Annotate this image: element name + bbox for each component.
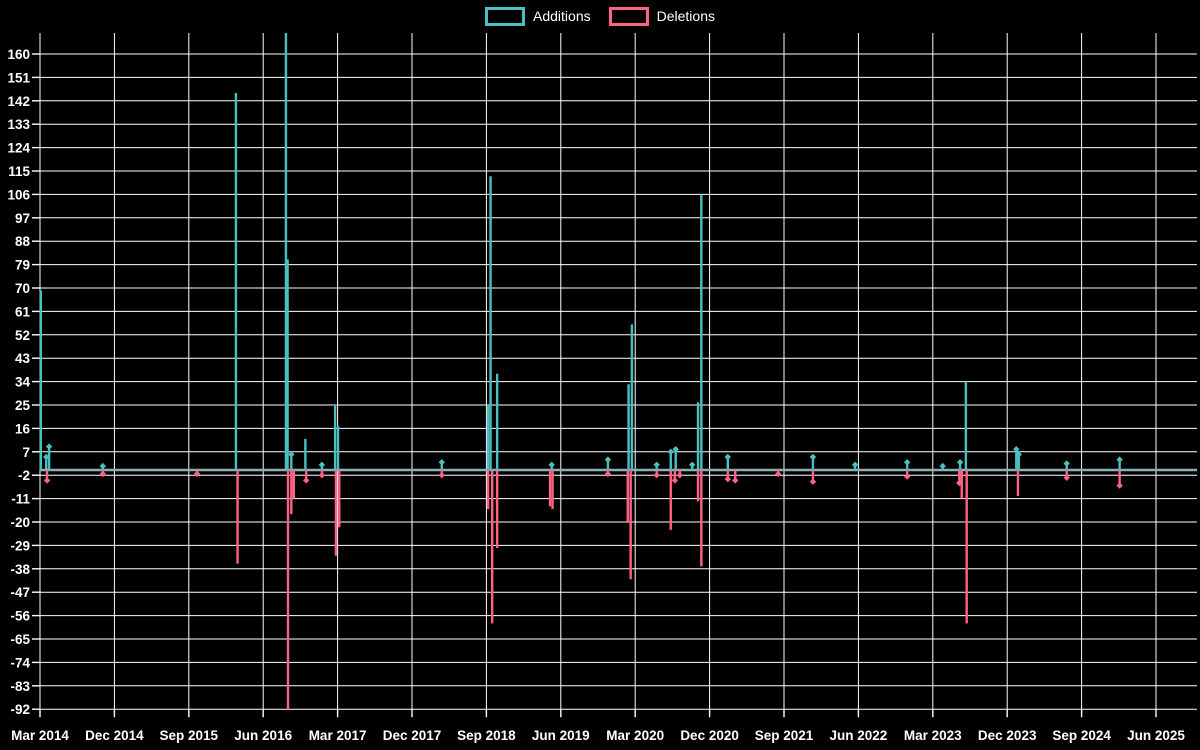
svg-text:Sep 2021: Sep 2021 <box>755 728 814 743</box>
svg-text:Sep 2015: Sep 2015 <box>160 728 219 743</box>
svg-text:Sep 2024: Sep 2024 <box>1052 728 1111 743</box>
deletions-series <box>43 470 1123 710</box>
svg-text:Jun 2019: Jun 2019 <box>532 728 590 743</box>
svg-text:79: 79 <box>15 258 30 273</box>
svg-text:Dec 2020: Dec 2020 <box>680 728 739 743</box>
svg-text:25: 25 <box>15 398 31 413</box>
svg-text:-56: -56 <box>10 609 30 624</box>
svg-text:Mar 2017: Mar 2017 <box>309 728 367 743</box>
legend-item-additions[interactable]: Additions <box>485 7 591 26</box>
svg-text:115: 115 <box>8 164 30 179</box>
legend-item-deletions[interactable]: Deletions <box>608 7 715 26</box>
svg-text:Mar 2023: Mar 2023 <box>904 728 962 743</box>
svg-text:Dec 2014: Dec 2014 <box>85 728 144 743</box>
svg-text:142: 142 <box>7 94 30 109</box>
svg-text:-65: -65 <box>10 632 30 647</box>
chart-legend: Additions Deletions <box>0 7 1200 26</box>
svg-text:Jun 2025: Jun 2025 <box>1127 728 1185 743</box>
svg-text:70: 70 <box>15 281 30 296</box>
svg-text:-74: -74 <box>10 655 30 670</box>
svg-text:-83: -83 <box>10 679 30 694</box>
svg-text:Sep 2018: Sep 2018 <box>457 728 516 743</box>
svg-text:-47: -47 <box>10 585 30 600</box>
svg-text:151: 151 <box>7 70 30 85</box>
svg-text:-38: -38 <box>10 562 30 577</box>
svg-text:124: 124 <box>7 141 30 156</box>
svg-text:133: 133 <box>7 117 30 132</box>
svg-text:34: 34 <box>15 375 31 390</box>
svg-text:106: 106 <box>7 187 30 202</box>
svg-text:88: 88 <box>15 234 31 249</box>
svg-text:-20: -20 <box>10 515 30 530</box>
svg-text:Jun 2022: Jun 2022 <box>830 728 888 743</box>
legend-label-additions: Additions <box>533 8 591 24</box>
svg-text:Jun 2016: Jun 2016 <box>234 728 292 743</box>
additions-swatch-icon <box>485 7 526 26</box>
svg-text:97: 97 <box>15 211 30 226</box>
svg-text:Dec 2017: Dec 2017 <box>383 728 442 743</box>
svg-text:-29: -29 <box>10 538 30 553</box>
svg-text:61: 61 <box>15 304 31 319</box>
svg-text:16: 16 <box>15 421 31 436</box>
svg-text:-92: -92 <box>10 702 30 717</box>
legend-label-deletions: Deletions <box>656 8 715 24</box>
svg-text:Mar 2014: Mar 2014 <box>11 728 69 743</box>
svg-text:Dec 2023: Dec 2023 <box>978 728 1037 743</box>
x-axis-labels: Mar 2014 Dec 2014 Sep 2015 Jun 2016 Mar 2017… <box>11 728 1185 743</box>
svg-text:43: 43 <box>15 351 31 366</box>
deletions-swatch-icon <box>608 7 649 26</box>
additions-series <box>39 33 1123 470</box>
svg-text:-11: -11 <box>11 492 30 507</box>
svg-text:Mar 2020: Mar 2020 <box>606 728 664 743</box>
svg-text:52: 52 <box>15 328 30 343</box>
svg-text:7: 7 <box>22 445 30 460</box>
svg-text:-2: -2 <box>18 468 30 483</box>
svg-text:160: 160 <box>7 47 30 62</box>
axis-tick-marks <box>32 53 1157 718</box>
gridlines <box>39 33 1197 710</box>
y-axis-labels: 160 151 142 133 124 115 106 97 88 79 70 61 52 43 34 25 1… <box>7 47 30 717</box>
